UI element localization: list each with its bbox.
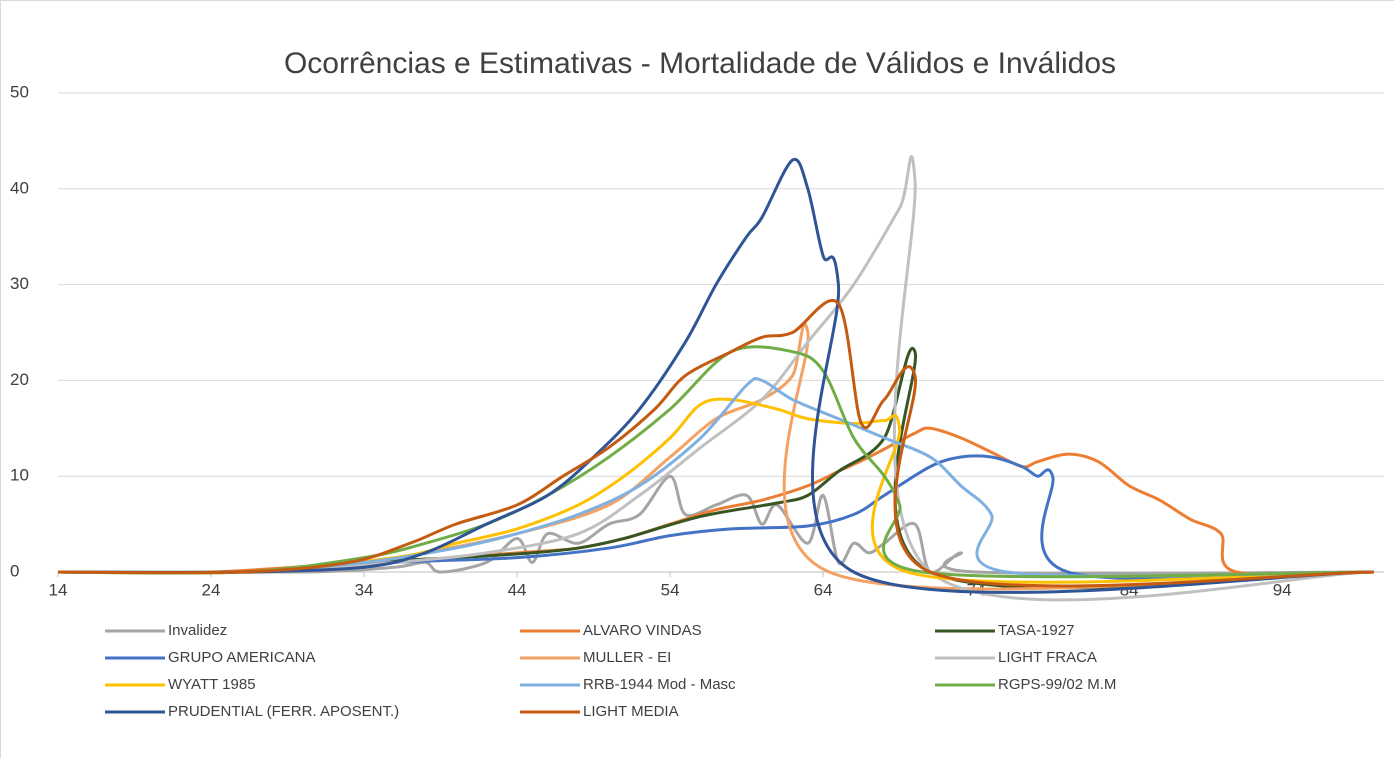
legend-label: Invalidez <box>168 622 227 639</box>
x-tick-label: 44 <box>508 580 527 599</box>
x-tick-label: 24 <box>202 580 221 599</box>
x-tick-label: 34 <box>355 580 374 599</box>
y-tick-label: 50 <box>10 82 29 101</box>
legend-label: WYATT 1985 <box>168 676 256 693</box>
y-tick-label: 10 <box>10 466 29 485</box>
legend-label: RGPS-99/02 M.M <box>998 676 1116 693</box>
x-tick-label: 14 <box>49 580 68 599</box>
y-tick-label: 0 <box>10 561 19 580</box>
legend-label: ALVARO VINDAS <box>583 622 702 639</box>
x-tick-label: 54 <box>661 580 680 599</box>
legend-label: PRUDENTIAL (FERR. APOSENT.) <box>168 703 399 720</box>
legend-label: MULLER - EI <box>583 649 671 666</box>
y-tick-label: 30 <box>10 274 29 293</box>
y-tick-label: 40 <box>10 178 29 197</box>
legend-label: TASA-1927 <box>998 622 1074 639</box>
legend-label: RRB-1944 Mod - Masc <box>583 676 736 693</box>
legend-label: LIGHT FRACA <box>998 649 1097 666</box>
x-tick-label: 64 <box>814 580 833 599</box>
chart-title: Ocorrências e Estimativas - Mortalidade … <box>284 47 1116 80</box>
y-tick-label: 20 <box>10 370 29 389</box>
legend-label: LIGHT MEDIA <box>583 703 679 720</box>
legend-label: GRUPO AMERICANA <box>168 649 316 666</box>
